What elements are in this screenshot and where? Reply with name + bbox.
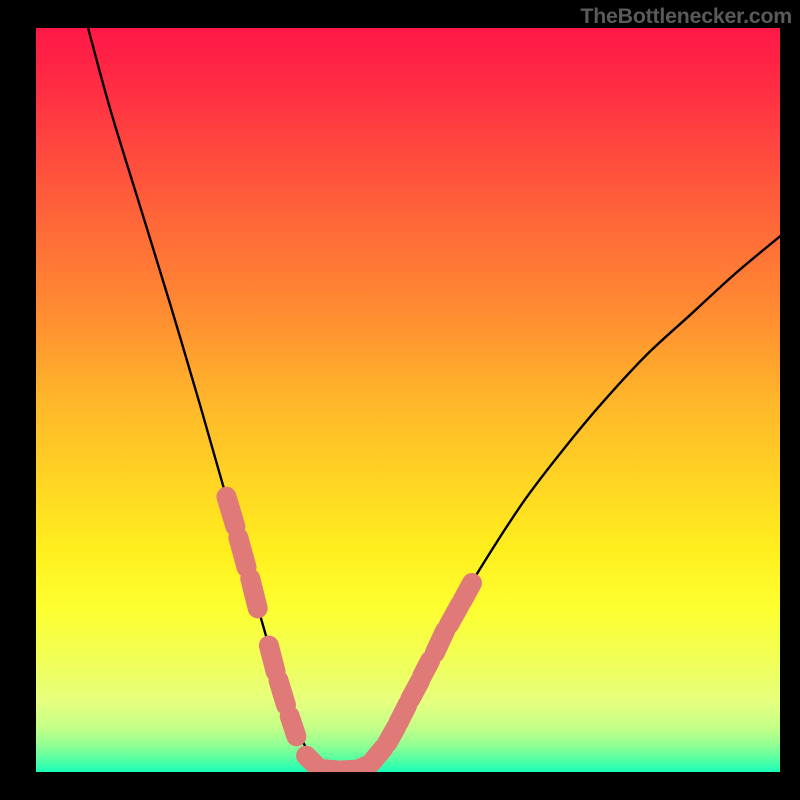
curve-marker [250, 579, 257, 609]
figure-root: TheBottlenecker.com [0, 0, 800, 800]
curve-marker [238, 538, 246, 568]
gradient-background [36, 28, 780, 772]
curve-marker [290, 716, 297, 736]
curve-marker [422, 660, 430, 676]
curve-marker [435, 631, 445, 653]
plot-svg [36, 28, 780, 772]
curve-marker [226, 497, 235, 527]
curve-marker [279, 680, 286, 705]
watermark-text: TheBottlenecker.com [580, 4, 792, 29]
curve-marker [462, 583, 472, 601]
curve-marker [269, 646, 276, 672]
plot-area [36, 28, 780, 772]
